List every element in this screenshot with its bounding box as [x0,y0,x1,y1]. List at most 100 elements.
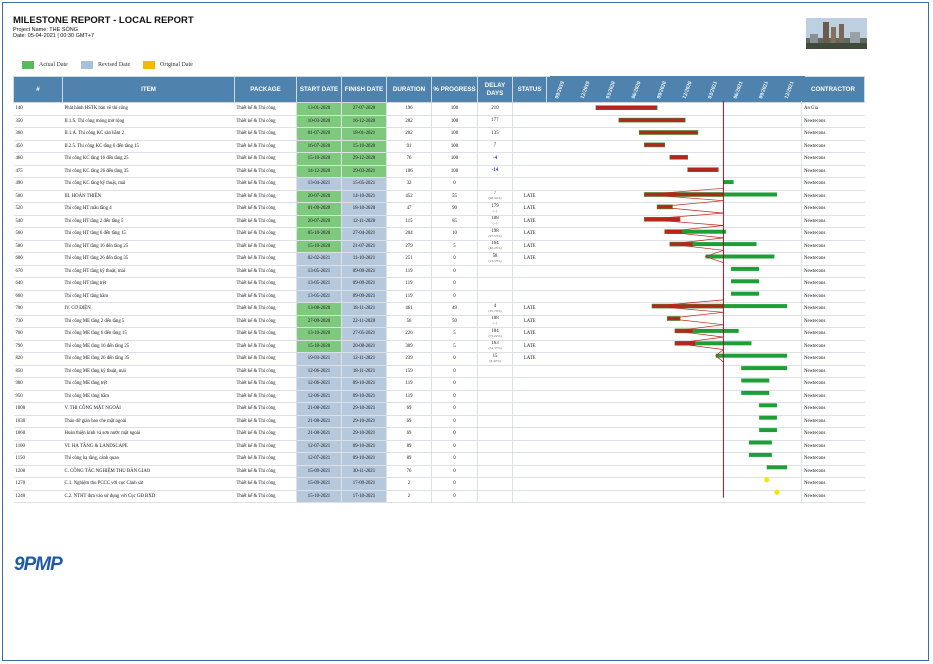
cell-status [512,177,547,191]
cell-status [512,152,547,166]
delay-days: 7 [493,191,497,197]
cell-num: 1030 [13,415,63,428]
cell-timeline [546,177,802,191]
cell-num: 790 [13,340,63,353]
cell-contractor: Newtecons [801,427,865,441]
cell-item: Thi công ME tầng kỹ thuật, mái [62,365,235,378]
cell-package: Thiết kế & Thi công [234,477,297,491]
cell-package: Thiết kế & Thi công [234,202,297,216]
cell-num: 600 [13,252,63,266]
cell-status [512,277,547,291]
cell-num: 1200 [13,465,63,478]
cell-num: 760 [13,327,63,341]
gantt-bar-planned [692,328,739,333]
cell-num: 670 [13,265,63,278]
delay-cell: 184 (75.22%) [477,327,513,341]
cell-status: LATE [512,240,547,253]
legend-original: Original Date [143,61,193,69]
cell-timeline [546,465,802,478]
cell-finish: 29-10-2021 [341,427,387,441]
cell-num: 1270 [13,477,63,491]
table-row: 1240 C.2. NTHT đưa vào sử dụng với Cục GĐ… [13,490,865,503]
delay-cell: 188 (--) [477,215,513,228]
cell-contractor: An Gia [801,102,865,116]
cell-contractor: Newtecons [801,215,865,228]
cell-package: Thiết kế & Thi công [234,440,297,453]
cell-package: Thiết kế & Thi công [234,340,297,353]
cell-contractor: Newtecons [801,252,865,266]
cell-timeline [546,365,802,378]
cell-contractor: Newtecons [801,190,865,203]
table-row: 460 Thi công KC tầng 16 đến tầng 25 Thiết … [13,152,865,166]
cell-package: Thiết kế & Thi công [234,265,297,278]
delay-percent: (54.37%) [488,346,502,351]
gantt-bar-late [644,192,724,197]
legend-actual: Actual Date [22,61,68,69]
cell-package: Thiết kế & Thi công [234,215,297,228]
cell-contractor: Newtecons [801,352,865,366]
table-row: 700 IV. CƠ ĐIỆN Thiết kế & Thi công 13-08-2… [13,302,865,316]
cell-item: C. CÔNG TÁC NGHIỆM THU BÀN GIAO [62,465,235,478]
cell-timeline [546,165,802,178]
cell-status [512,427,547,441]
table-row: 1150 Thi công hạ tầng, cảnh quan Thiết kế … [13,452,865,466]
cell-contractor: Newtecons [801,440,865,453]
cell-finish: 27-07-2020 [341,102,387,116]
cell-finish: 15-05-2021 [341,177,387,191]
table-row: 730 Thi công ME tầng 2 đến tầng 5 Thiết kế… [13,315,865,328]
cell-package: Thiết kế & Thi công [234,390,297,403]
table-row: 1100 VI. HẠ TẦNG & LANDSCAPE Thiết kế & Th… [13,440,865,453]
cell-progress: 0 [431,440,478,453]
cell-duration: 56 [386,315,432,328]
cell-finish: 29-03-2021 [341,165,387,178]
cell-contractor: Newtecons [801,202,865,216]
cell-item: IV. CƠ ĐIỆN [62,302,235,316]
cell-finish: 18-10-2020 [341,202,387,216]
delay-cell [477,377,513,391]
gantt-bar-planned [723,192,777,197]
cell-status [512,440,547,453]
cell-duration: 76 [386,152,432,166]
delay-percent: (75.22%) [488,333,502,338]
cell-item: Thi công ME tầng 2 đến tầng 5 [62,315,235,328]
cell-start: 15-10-2020 [296,340,342,353]
cell-finish: 09-10-2021 [341,452,387,466]
timeline-tick: 09/2020 [656,80,668,99]
timeline-tick: 12/2021 [784,80,796,99]
cell-duration: 91 [386,140,432,153]
cell-item: II.1.S. Thi công móng mở rộng [62,115,235,128]
cell-package: Thiết kế & Thi công [234,140,297,153]
cell-timeline [546,490,802,503]
table-row: 140 Phát hành HSTK bản vẽ thi công Thiết k… [13,102,865,116]
cell-timeline [546,390,802,403]
timeline-header: 09/2019 12/2019 03/2020 06/2020 09/2020 12/20… [550,76,805,101]
cell-finish: 09-10-2021 [341,440,387,453]
legend-label: Revised Date [98,62,131,68]
progress-line [669,237,724,251]
cell-status [512,377,547,391]
delay-cell: 188 (--) [477,315,513,328]
cell-start: 15-09-2021 [296,477,342,491]
cell-finish: 18-11-2021 [341,365,387,378]
delay-cell [477,465,513,478]
cell-num: 1150 [13,452,63,466]
gantt-chart [595,101,788,498]
delay-cell: 179 (--) [477,202,513,216]
cell-contractor: Newtecons [801,452,865,466]
cell-item: Thi công ME tầng hầm [62,390,235,403]
cell-item: C.2. NTHT đưa vào sử dụng với Cục GĐ BXD [62,490,235,503]
cell-package: Thiết kế & Thi công [234,240,297,253]
gantt-bar-late [638,130,699,135]
gantt-bar-planned [682,229,726,234]
cell-item: Thi công ME tầng 16 đến tầng 25 [62,340,235,353]
delay-cell: 177 [477,115,513,128]
cell-progress: 100 [431,115,478,128]
table-row: 900 Thi công ME tầng trệt Thiết kế & Thi c… [13,377,865,391]
cell-status: LATE [512,352,547,366]
cell-progress: 100 [431,152,478,166]
cell-package: Thiết kế & Thi công [234,102,297,116]
cell-progress: 50 [431,315,478,328]
cell-item: Thi công HT tầng 26 đến tầng 35 [62,252,235,266]
delay-percent: (--) [492,208,498,213]
cell-finish: 09-09-2021 [341,265,387,278]
